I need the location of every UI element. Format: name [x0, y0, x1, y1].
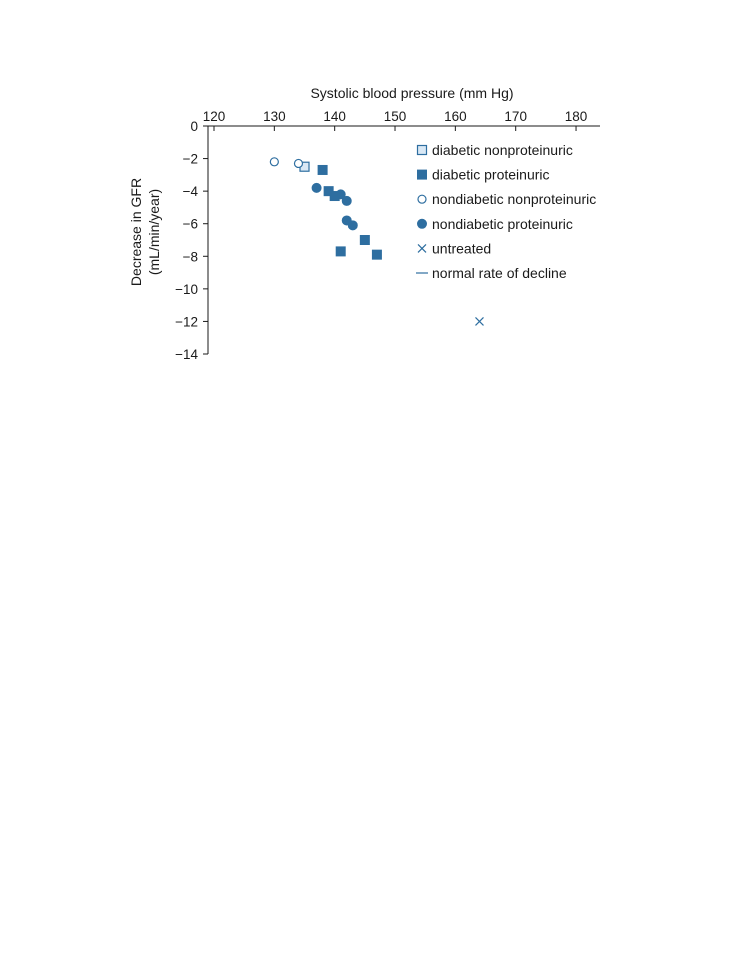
x-tick-label: 140: [323, 109, 346, 124]
x-tick-label: 180: [565, 109, 588, 124]
legend: diabetic nonproteinuric diabetic proteinu…: [416, 142, 596, 281]
y-axis: 0 −2 −4 −6 −8 −10 −12 −14: [175, 119, 209, 362]
data-point: [359, 235, 370, 245]
x-axis: 120 130 140 150 160 170 180: [203, 109, 600, 131]
data-point: [269, 157, 279, 167]
data-point: [293, 158, 304, 169]
legend-label: nondiabetic nonproteinuric: [432, 191, 596, 207]
legend-label: normal rate of decline: [432, 265, 567, 281]
legend-marker: [417, 194, 427, 204]
y-tick-label: 0: [190, 119, 198, 134]
data-point: [371, 249, 382, 260]
x-axis-title: Systolic blood pressure (mm Hg): [310, 85, 513, 101]
y-tick-label: −10: [175, 282, 198, 297]
legend-marker: [417, 218, 427, 229]
x-tick-label: 150: [384, 109, 407, 124]
y-axis-title-line1: Decrease in GFR: [128, 178, 144, 286]
x-tick-label: 170: [504, 109, 527, 124]
legend-label: diabetic proteinuric: [432, 167, 550, 183]
x-tick-label: 130: [263, 109, 286, 124]
y-tick-label: −4: [183, 184, 199, 199]
legend-label: nondiabetic proteinuric: [432, 216, 573, 232]
data-point: [341, 195, 352, 206]
data-point: [311, 182, 322, 193]
data-points: [269, 157, 484, 326]
y-tick-label: −8: [183, 249, 198, 264]
x-tick-label: 120: [203, 109, 226, 124]
data-point: [335, 246, 346, 257]
data-point: [347, 220, 358, 231]
y-tick-label: −6: [183, 217, 198, 232]
x-tick-label: 160: [444, 109, 467, 124]
legend-label: diabetic nonproteinuric: [432, 142, 573, 158]
data-point: [335, 189, 346, 200]
y-axis-title-line2: (mL/min/year): [146, 189, 162, 275]
data-point: [475, 317, 484, 326]
legend-label: untreated: [432, 240, 491, 256]
data-point: [317, 164, 328, 175]
legend-marker: [417, 243, 427, 253]
legend-marker: [417, 169, 427, 180]
y-tick-label: −2: [183, 152, 198, 167]
legend-marker: [416, 144, 428, 156]
y-tick-label: −14: [175, 347, 198, 362]
y-tick-label: −12: [175, 314, 198, 329]
